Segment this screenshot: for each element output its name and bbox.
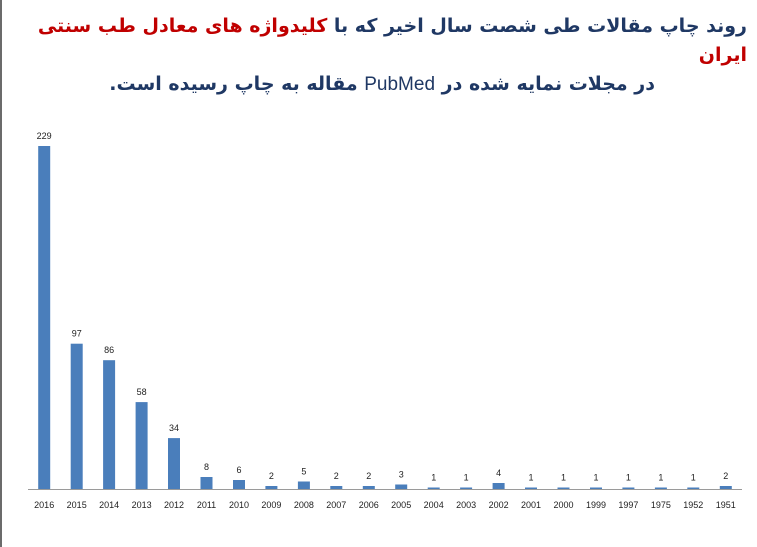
bar-2007 xyxy=(330,486,343,489)
data-label-2011: 8 xyxy=(204,462,209,472)
x-tick-label-2013: 2013 xyxy=(132,500,152,510)
bar-2005 xyxy=(395,484,408,489)
bar-1997 xyxy=(622,487,635,489)
bar-2015 xyxy=(70,343,83,489)
x-tick-label-2011: 2011 xyxy=(197,500,216,510)
data-label-2013: 58 xyxy=(137,387,147,397)
bar-2000 xyxy=(557,487,570,489)
data-label-2003: 1 xyxy=(464,473,469,483)
bar-1952 xyxy=(687,487,700,489)
bar-2014 xyxy=(103,360,116,489)
x-tick-label-2008: 2008 xyxy=(294,500,314,510)
bar-2003 xyxy=(460,487,473,489)
bar-1999 xyxy=(590,487,602,489)
bar-2002 xyxy=(492,483,505,489)
x-tick-label-2005: 2005 xyxy=(391,500,411,510)
data-label-2012: 34 xyxy=(169,423,179,433)
x-tick-label-2010: 2010 xyxy=(229,500,249,510)
data-label-2002: 4 xyxy=(496,468,501,478)
data-label-1951: 2 xyxy=(723,471,728,481)
bar-2006 xyxy=(362,486,375,489)
x-tick-label-1951: 1951 xyxy=(716,500,736,510)
data-label-2007: 2 xyxy=(334,471,339,481)
data-label-1952: 1 xyxy=(691,473,696,483)
bar-2012 xyxy=(168,438,180,489)
bar-2016 xyxy=(38,146,51,489)
bar-2009 xyxy=(265,486,278,489)
x-tick-label-2009: 2009 xyxy=(261,500,281,510)
slide-left-border xyxy=(0,0,2,547)
title-line-2-text: در مجلات نمایه شده در xyxy=(435,73,655,95)
title-line-2: در مجلات نمایه شده در PubMed مقاله به چا… xyxy=(10,70,747,99)
title-line-1-text: روند چاپ مقالات طی شصت سال اخیر که با xyxy=(327,15,747,37)
x-tick-label-2001: 2001 xyxy=(521,500,541,510)
x-tick-label-1975: 1975 xyxy=(651,500,671,510)
x-tick-label-2002: 2002 xyxy=(489,500,509,510)
data-label-1975: 1 xyxy=(658,473,663,483)
bar-2010 xyxy=(233,480,245,489)
x-tick-label-1997: 1997 xyxy=(618,500,638,510)
bar-1975 xyxy=(654,487,667,489)
bar-2001 xyxy=(525,487,537,489)
x-tick-label-2000: 2000 xyxy=(553,500,573,510)
x-tick-label-2006: 2006 xyxy=(359,500,379,510)
slide-title: روند چاپ مقالات طی شصت سال اخیر که با کل… xyxy=(10,12,747,99)
x-tick-label-1999: 1999 xyxy=(586,500,606,510)
bar-2008 xyxy=(297,481,310,489)
title-line-2-end: مقاله به چاپ رسیده است. xyxy=(109,73,365,95)
x-tick-label-2004: 2004 xyxy=(424,500,444,510)
data-label-2001: 1 xyxy=(528,473,533,483)
data-label-2015: 97 xyxy=(72,329,82,339)
x-tick-label-2014: 2014 xyxy=(99,500,119,510)
bar-2013 xyxy=(135,402,148,489)
data-label-2005: 3 xyxy=(399,470,404,480)
data-label-2008: 5 xyxy=(301,467,306,477)
x-tick-label-1952: 1952 xyxy=(683,500,703,510)
data-label-2010: 6 xyxy=(236,465,241,475)
title-line-1: روند چاپ مقالات طی شصت سال اخیر که با کل… xyxy=(10,12,747,70)
x-tick-label-2007: 2007 xyxy=(326,500,346,510)
x-tick-label-2012: 2012 xyxy=(164,500,184,510)
x-tick-label-2003: 2003 xyxy=(456,500,476,510)
data-label-1999: 1 xyxy=(593,473,598,483)
x-tick-label-group: 2016 2015 2014 2013 2012 2011 2010 2009 2008 2007… xyxy=(34,500,736,510)
data-label-2016: 229 xyxy=(37,131,52,141)
data-label-2004: 1 xyxy=(431,473,436,483)
bar-2011 xyxy=(200,477,213,489)
x-tick-label-2015: 2015 xyxy=(67,500,87,510)
data-label-2014: 86 xyxy=(104,345,114,355)
data-label-1997: 1 xyxy=(626,473,631,483)
data-label-2009: 2 xyxy=(269,471,274,481)
data-label-2006: 2 xyxy=(366,471,371,481)
bar-2004 xyxy=(427,487,440,489)
bar-1951 xyxy=(719,486,732,489)
x-tick-label-2016: 2016 xyxy=(34,500,54,510)
title-highlight: کلیدواژه های معادل طب سنتی ایران xyxy=(37,15,747,66)
title-pubmed: PubMed xyxy=(364,74,436,95)
bar-group xyxy=(38,146,732,489)
data-label-2000: 1 xyxy=(561,473,566,483)
